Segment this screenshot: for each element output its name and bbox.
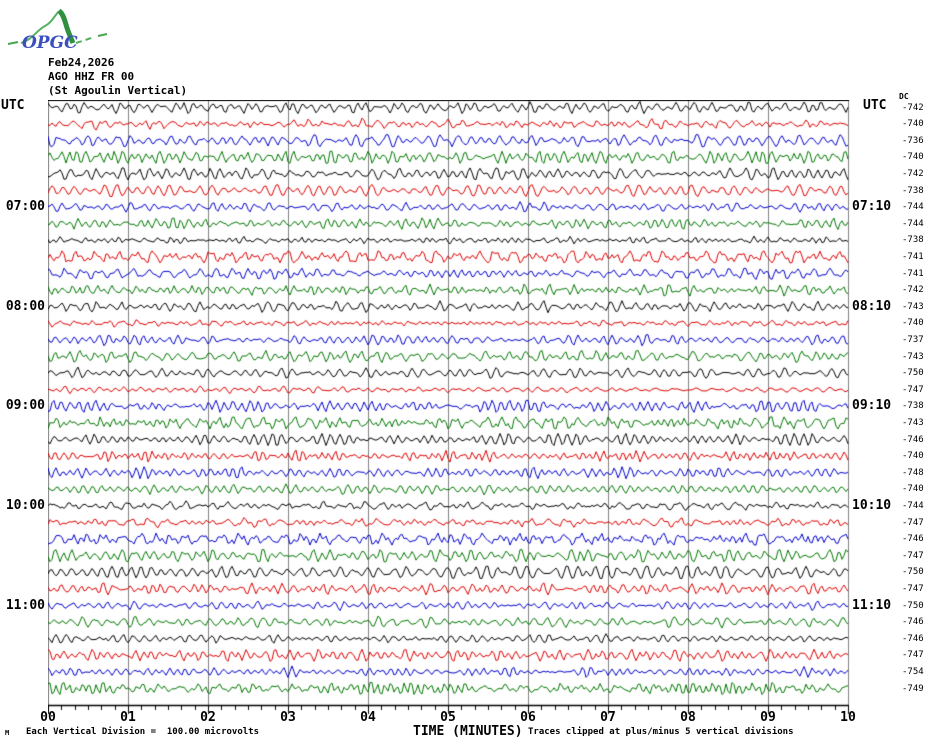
opgc-logo: OPGC [6,3,110,57]
dc-value: -750 [902,567,924,578]
minute-tick-label: 00 [40,710,56,725]
hour-label-right: 10:10 [852,497,892,513]
header-location: (St Agoulin Vertical) [48,84,188,97]
hour-label-right: 07:10 [852,199,892,215]
utc-header-right: UTC [863,98,887,113]
logo-curve-icon: OPGC [7,8,108,53]
minute-tick-label: 01 [120,710,136,725]
minute-tick-label: 06 [520,710,536,725]
dc-value: -741 [902,268,924,279]
minute-tick-label: 03 [280,710,296,725]
dc-value: -750 [902,368,924,379]
minute-tick-label: 10 [840,710,856,725]
scale-marker: M [5,729,10,737]
dc-value: -747 [902,384,924,395]
hour-label-right: 11:10 [852,597,892,613]
minute-tick-label: 05 [440,710,456,725]
dc-value: -743 [902,301,924,312]
footer-clip-note: Traces clipped at plus/minus 5 vertical … [528,727,794,737]
footer-scale-note: Each Vertical Division = 100.00 microvol… [26,727,259,737]
dc-value: -740 [902,152,924,163]
dc-value: -746 [902,534,924,545]
dc-value: -744 [902,218,924,229]
header-station: AGO HHZ FR 00 [48,70,135,83]
dc-value: -740 [902,318,924,329]
hour-label-left: 11:00 [5,597,45,613]
minute-tick-label: 09 [760,710,776,725]
minute-tick-label: 04 [360,710,376,725]
dc-value: -738 [902,235,924,246]
logo-text: OPGC [22,33,78,53]
dc-value: -754 [902,666,924,677]
minute-tick-label: 02 [200,710,216,725]
dc-value: -738 [902,401,924,412]
dc-value: -746 [902,633,924,644]
dc-value: -747 [902,650,924,661]
helicorder-plot-canvas [48,100,850,716]
header-date: Feb24,2026 [48,56,115,69]
dc-value: -737 [902,334,924,345]
dc-value: -747 [902,517,924,528]
dc-value: -748 [902,467,924,478]
dc-value: -743 [902,417,924,428]
dc-value: -740 [902,484,924,495]
dc-value: -736 [902,135,924,146]
minute-tick-label: 08 [680,710,696,725]
dc-value: -749 [902,683,924,694]
hour-label-left: 09:00 [5,398,45,414]
dc-value: -740 [902,119,924,130]
dc-value: -750 [902,600,924,611]
dc-value: -741 [902,251,924,262]
minute-tick-label: 07 [600,710,616,725]
hour-label-right: 08:10 [852,298,892,314]
dc-value: -744 [902,202,924,213]
hour-label-left: 08:00 [5,298,45,314]
dc-value: -746 [902,617,924,628]
dc-value: -742 [902,102,924,113]
dc-value: -740 [902,451,924,462]
dc-value: -742 [902,285,924,296]
dc-value: -746 [902,434,924,445]
dc-value: -744 [902,500,924,511]
dc-header: DC [899,92,909,101]
dc-value: -747 [902,550,924,561]
dc-value: -742 [902,168,924,179]
hour-label-right: 09:10 [852,398,892,414]
dc-value: -743 [902,351,924,362]
dc-value: -747 [902,583,924,594]
hour-label-left: 10:00 [5,497,45,513]
utc-header-left: UTC [1,98,25,113]
dc-value: -738 [902,185,924,196]
hour-label-left: 07:00 [5,199,45,215]
x-axis-title: TIME (MINUTES) [413,724,523,739]
